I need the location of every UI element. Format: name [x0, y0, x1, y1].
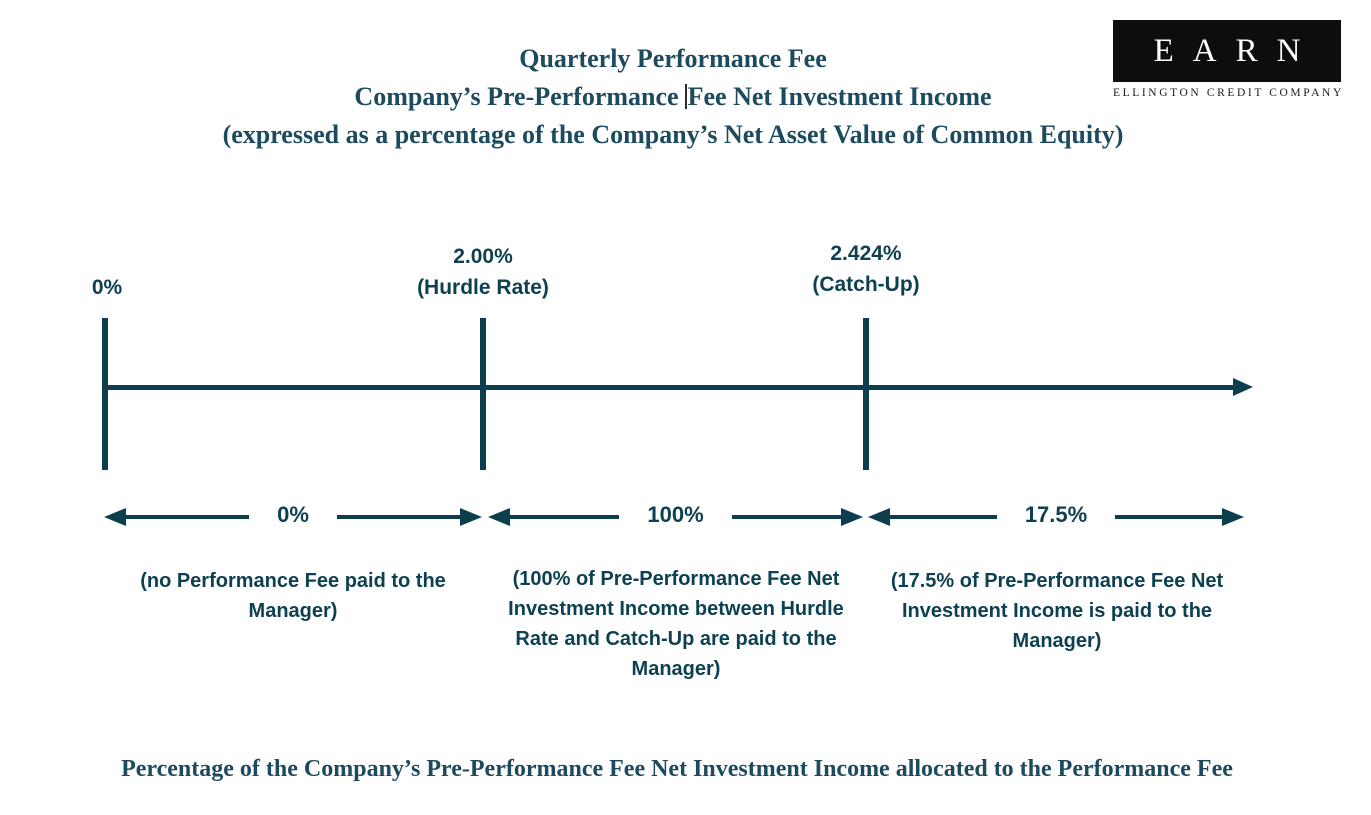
- arrow-right-icon: [841, 508, 863, 526]
- axis-arrowhead-icon: [1233, 378, 1253, 396]
- axis-tick-hurdle-rate: [480, 318, 486, 470]
- title-line-2: Company’s Pre-Performance Fee Net Investm…: [0, 78, 1346, 116]
- axis-tick-catch-up: [863, 318, 869, 470]
- arrow-line: [1115, 515, 1223, 519]
- title-line-3: (expressed as a percentage of the Compan…: [222, 120, 1124, 149]
- page-title: Quarterly Performance Fee Company’s Pre-…: [0, 40, 1346, 154]
- axis-line: [105, 385, 1233, 390]
- segment-arrow-catch-up-band: 100%: [488, 502, 863, 527]
- arrow-left-icon: [104, 508, 126, 526]
- arrow-line: [731, 515, 841, 519]
- segment-description-zero-fee: (no Performance Fee paid to the Manager): [140, 570, 446, 622]
- arrow-line: [890, 515, 997, 519]
- segment-label: 17.5%: [1024, 502, 1088, 527]
- segment-arrow-zero-fee: 0%: [104, 502, 483, 527]
- tick-label-zero: 0%: [32, 272, 182, 303]
- segment-arrow-above-catch-up: 17.5%: [868, 502, 1245, 527]
- tick-label-catch-up: 2.424% (Catch-Up): [756, 238, 976, 300]
- title-line-1: Quarterly Performance Fee: [519, 44, 827, 73]
- tick-sublabel: (Hurdle Rate): [417, 276, 549, 299]
- tick-value: 2.00%: [453, 245, 513, 268]
- tick-sublabel: (Catch-Up): [812, 273, 920, 296]
- earn-ticker-text: EARN: [1153, 32, 1320, 69]
- title-line-2-part1: Company’s Pre-Performance: [354, 82, 679, 111]
- axis-tick-zero: [102, 318, 108, 470]
- arrow-line: [126, 515, 250, 519]
- text-caret-artifact: [684, 84, 687, 109]
- arrow-right-icon: [1222, 508, 1245, 526]
- tick-label-hurdle-rate: 2.00% (Hurdle Rate): [373, 241, 593, 303]
- tick-value: 0%: [91, 276, 123, 299]
- arrow-left-icon: [488, 508, 510, 526]
- earn-logo: EARN ELLINGTON CREDIT COMPANY: [1113, 20, 1341, 99]
- arrow-line: [336, 515, 461, 519]
- segment-description-catch-up-band: (100% of Pre-Performance Fee Net Investm…: [508, 568, 844, 680]
- segment-label: 0%: [277, 502, 309, 527]
- arrow-right-icon: [460, 508, 483, 526]
- segment-label: 100%: [647, 502, 704, 527]
- title-line-2-part2: Fee Net Investment Income: [687, 82, 992, 111]
- earn-logo-box: EARN: [1113, 20, 1341, 82]
- segment-description-above-catch-up: (17.5% of Pre-Performance Fee Net Invest…: [890, 570, 1224, 652]
- tick-value: 2.424%: [830, 242, 902, 265]
- earn-company-name: ELLINGTON CREDIT COMPANY: [1113, 87, 1344, 99]
- axis-caption: Percentage of the Company’s Pre-Performa…: [121, 756, 1233, 782]
- arrow-left-icon: [868, 508, 890, 526]
- arrow-line: [510, 515, 620, 519]
